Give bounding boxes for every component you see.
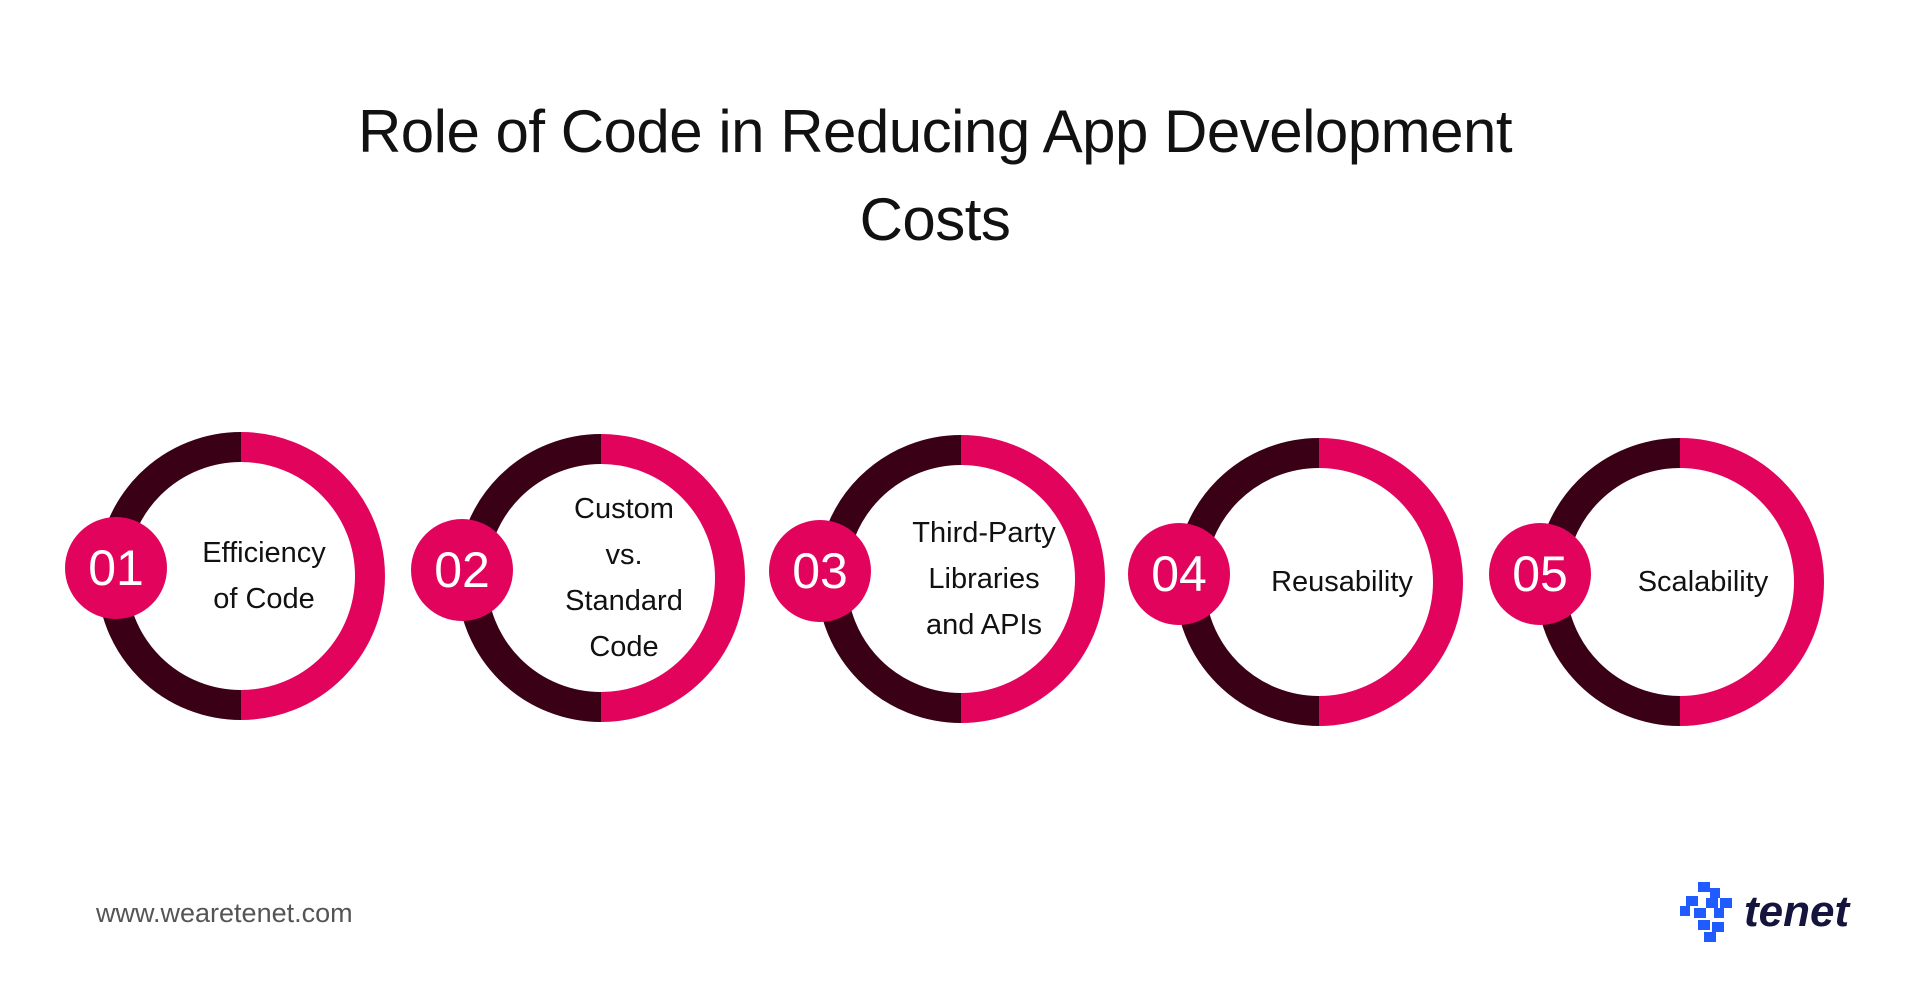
step-label: Reusability: [1271, 566, 1413, 598]
ring-accent-half: [600, 434, 745, 722]
ring-accent-half: [1318, 438, 1463, 726]
title-line-2: Costs: [859, 186, 1011, 253]
ring-accent-half: [960, 435, 1105, 723]
tenet-logo: tenet: [1678, 880, 1849, 944]
step-number-badge: 04: [1128, 523, 1230, 625]
ring-accent-half: [240, 432, 385, 720]
step-number-badge: 03: [769, 520, 871, 622]
page-title: Role of Code in Reducing App Development…: [0, 88, 1870, 264]
tenet-logo-icon: [1680, 882, 1732, 942]
step-number-badge: 05: [1489, 523, 1591, 625]
step-label: Third-Party Libraries and APIs: [912, 517, 1056, 641]
step-label: Scalability: [1637, 566, 1769, 598]
website-url: www.wearetenet.com: [96, 898, 353, 928]
tenet-logo-text: tenet: [1744, 887, 1850, 936]
ring-accent-half: [1679, 438, 1824, 726]
step-number-badge: 01: [65, 517, 167, 619]
title-line-1: Role of Code in Reducing App Development: [357, 98, 1513, 165]
step-label: Efficiency of Code: [202, 537, 326, 615]
step-number-badge: 02: [411, 519, 513, 621]
step-label: Custom vs. Standard Code: [565, 493, 683, 663]
